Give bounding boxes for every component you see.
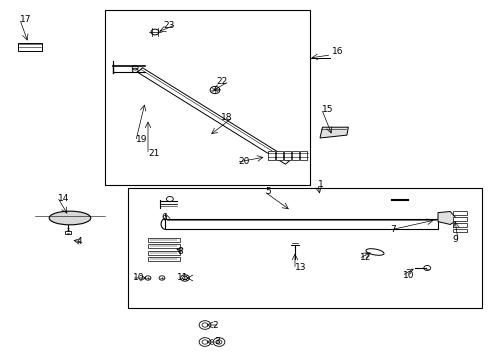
Bar (299, 150, 306, 159)
Bar (452, 217, 466, 221)
Polygon shape (319, 127, 347, 138)
Text: 12: 12 (359, 253, 370, 262)
Bar (128, 188, 481, 308)
Ellipse shape (365, 249, 383, 255)
Bar (452, 229, 466, 232)
Bar (283, 150, 291, 159)
Bar (148, 251, 180, 255)
Polygon shape (137, 68, 290, 164)
Bar (164, 219, 437, 229)
Text: 1: 1 (317, 180, 323, 189)
Ellipse shape (49, 211, 91, 225)
Text: 14: 14 (58, 194, 69, 202)
Bar (291, 150, 299, 159)
Bar (148, 238, 180, 242)
Bar (275, 150, 283, 159)
Bar (105, 10, 309, 185)
Text: 16: 16 (331, 48, 343, 57)
Text: 13: 13 (294, 264, 306, 273)
Text: 10: 10 (133, 274, 144, 283)
Bar (452, 211, 466, 215)
Bar (148, 257, 180, 261)
Text: 4: 4 (76, 238, 82, 247)
Text: 3: 3 (214, 338, 220, 346)
Text: 5: 5 (264, 188, 270, 197)
Text: 19: 19 (136, 135, 147, 144)
Text: 15: 15 (321, 105, 333, 114)
Bar (267, 150, 275, 159)
Polygon shape (437, 212, 457, 225)
Bar (148, 244, 180, 248)
Text: 11: 11 (176, 274, 187, 283)
Text: 6: 6 (161, 213, 167, 222)
Text: 18: 18 (220, 113, 231, 122)
Bar (65, 231, 71, 234)
Bar (18, 43, 42, 51)
Text: 9: 9 (451, 235, 457, 244)
Text: 8: 8 (177, 248, 183, 256)
Bar (452, 223, 466, 226)
Text: 22: 22 (216, 77, 227, 86)
Text: 10: 10 (402, 270, 414, 279)
Text: 7: 7 (389, 225, 395, 234)
Text: 20: 20 (238, 157, 249, 166)
Text: 17: 17 (20, 15, 31, 24)
Text: 21: 21 (148, 149, 159, 158)
Text: 23: 23 (163, 21, 175, 30)
Text: 2: 2 (212, 320, 218, 329)
